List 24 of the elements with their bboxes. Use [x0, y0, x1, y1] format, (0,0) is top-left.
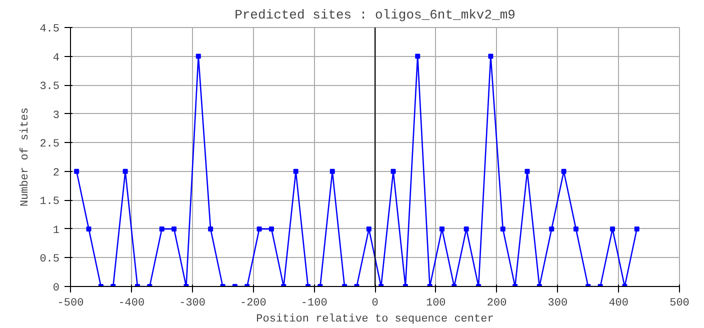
- x-tick-label: 100: [426, 298, 446, 310]
- x-tick-label: -100: [300, 298, 328, 310]
- y-tick-label: 0.5: [40, 254, 60, 266]
- y-tick-label: 2: [52, 167, 60, 180]
- x-tick-label: 500: [670, 298, 690, 310]
- y-tick-label: 2.5: [40, 138, 60, 151]
- x-tick-label: 200: [486, 298, 507, 310]
- y-tick-label: 4.5: [40, 24, 60, 36]
- y-tick-label: 1.5: [40, 196, 60, 208]
- y-axis-title: Number of sites: [20, 107, 32, 207]
- y-tick-label: 4: [52, 52, 60, 64]
- y-tick-label: 0: [52, 282, 60, 294]
- x-tick-label: 400: [608, 298, 629, 310]
- x-tick-label: -500: [57, 298, 84, 310]
- x-tick-label: 300: [548, 298, 568, 310]
- x-tick-label: -200: [240, 298, 266, 310]
- x-tick-label: 0: [372, 298, 378, 310]
- chart-title: Predicted sites : oligos_6nt_mkv2_m9: [234, 8, 516, 22]
- y-tick-label: 3.5: [40, 81, 60, 94]
- x-tick-label: -400: [118, 298, 145, 310]
- x-tick-label: -300: [179, 298, 206, 310]
- y-tick-label: 1: [52, 224, 60, 237]
- x-axis-title: Position relative to sequence center: [256, 314, 494, 326]
- y-tick-label: 3: [52, 110, 60, 122]
